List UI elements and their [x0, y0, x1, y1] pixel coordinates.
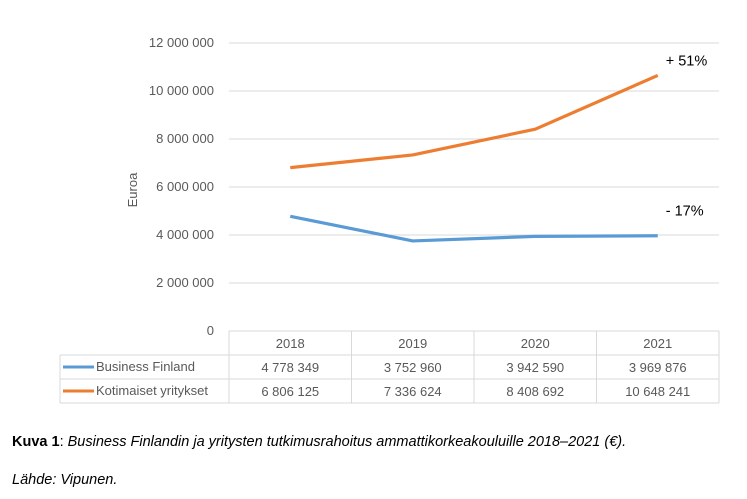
figure-caption: Kuva 1: Business Finlandin ja yritysten …: [12, 434, 626, 450]
y-axis-label: Euroa: [125, 172, 140, 207]
legend-label: Business Finland: [96, 359, 195, 374]
data-table-cell: 10 648 241: [625, 384, 690, 399]
data-table-cell: 8 408 692: [506, 384, 564, 399]
y-tick-label: 8 000 000: [156, 131, 214, 146]
x-tick-label: 2021: [643, 336, 672, 351]
data-table-cell: 3 942 590: [506, 360, 564, 375]
figure-source: Lähde: Vipunen.: [12, 472, 117, 488]
data-table-cell: 7 336 624: [384, 384, 442, 399]
y-tick-label: 6 000 000: [156, 179, 214, 194]
y-tick-label: 0: [207, 323, 214, 338]
caption-label: Kuva 1: [12, 434, 60, 450]
caption-text: Business Finlandin ja yritysten tutkimus…: [67, 434, 627, 450]
y-tick-label: 10 000 000: [149, 83, 214, 98]
data-table-cell: 3 752 960: [384, 360, 442, 375]
source-text: Lähde: Vipunen.: [12, 472, 118, 488]
legend-label: Kotimaiset yritykset: [96, 383, 208, 398]
x-tick-label: 2020: [521, 336, 550, 351]
data-table-cell: 6 806 125: [261, 384, 319, 399]
data-table-cell: 4 778 349: [261, 360, 319, 375]
line-chart: 0 2 000 000 4 000 000 6 000 000 8 000 000 10 …: [59, 35, 720, 404]
series-line: [289, 214, 658, 243]
y-tick-label: 4 000 000: [156, 227, 214, 242]
x-tick-label: 2018: [276, 336, 305, 351]
y-tick-label: 12 000 000: [149, 35, 214, 50]
y-tick-label: 2 000 000: [156, 275, 214, 290]
series-annotation: + 51%: [666, 53, 708, 69]
series-line: [290, 73, 659, 170]
caption-sep: :: [59, 434, 68, 450]
series-annotation: - 17%: [666, 204, 704, 220]
data-table-cell: 3 969 876: [629, 360, 687, 375]
x-tick-label: 2019: [398, 336, 427, 351]
